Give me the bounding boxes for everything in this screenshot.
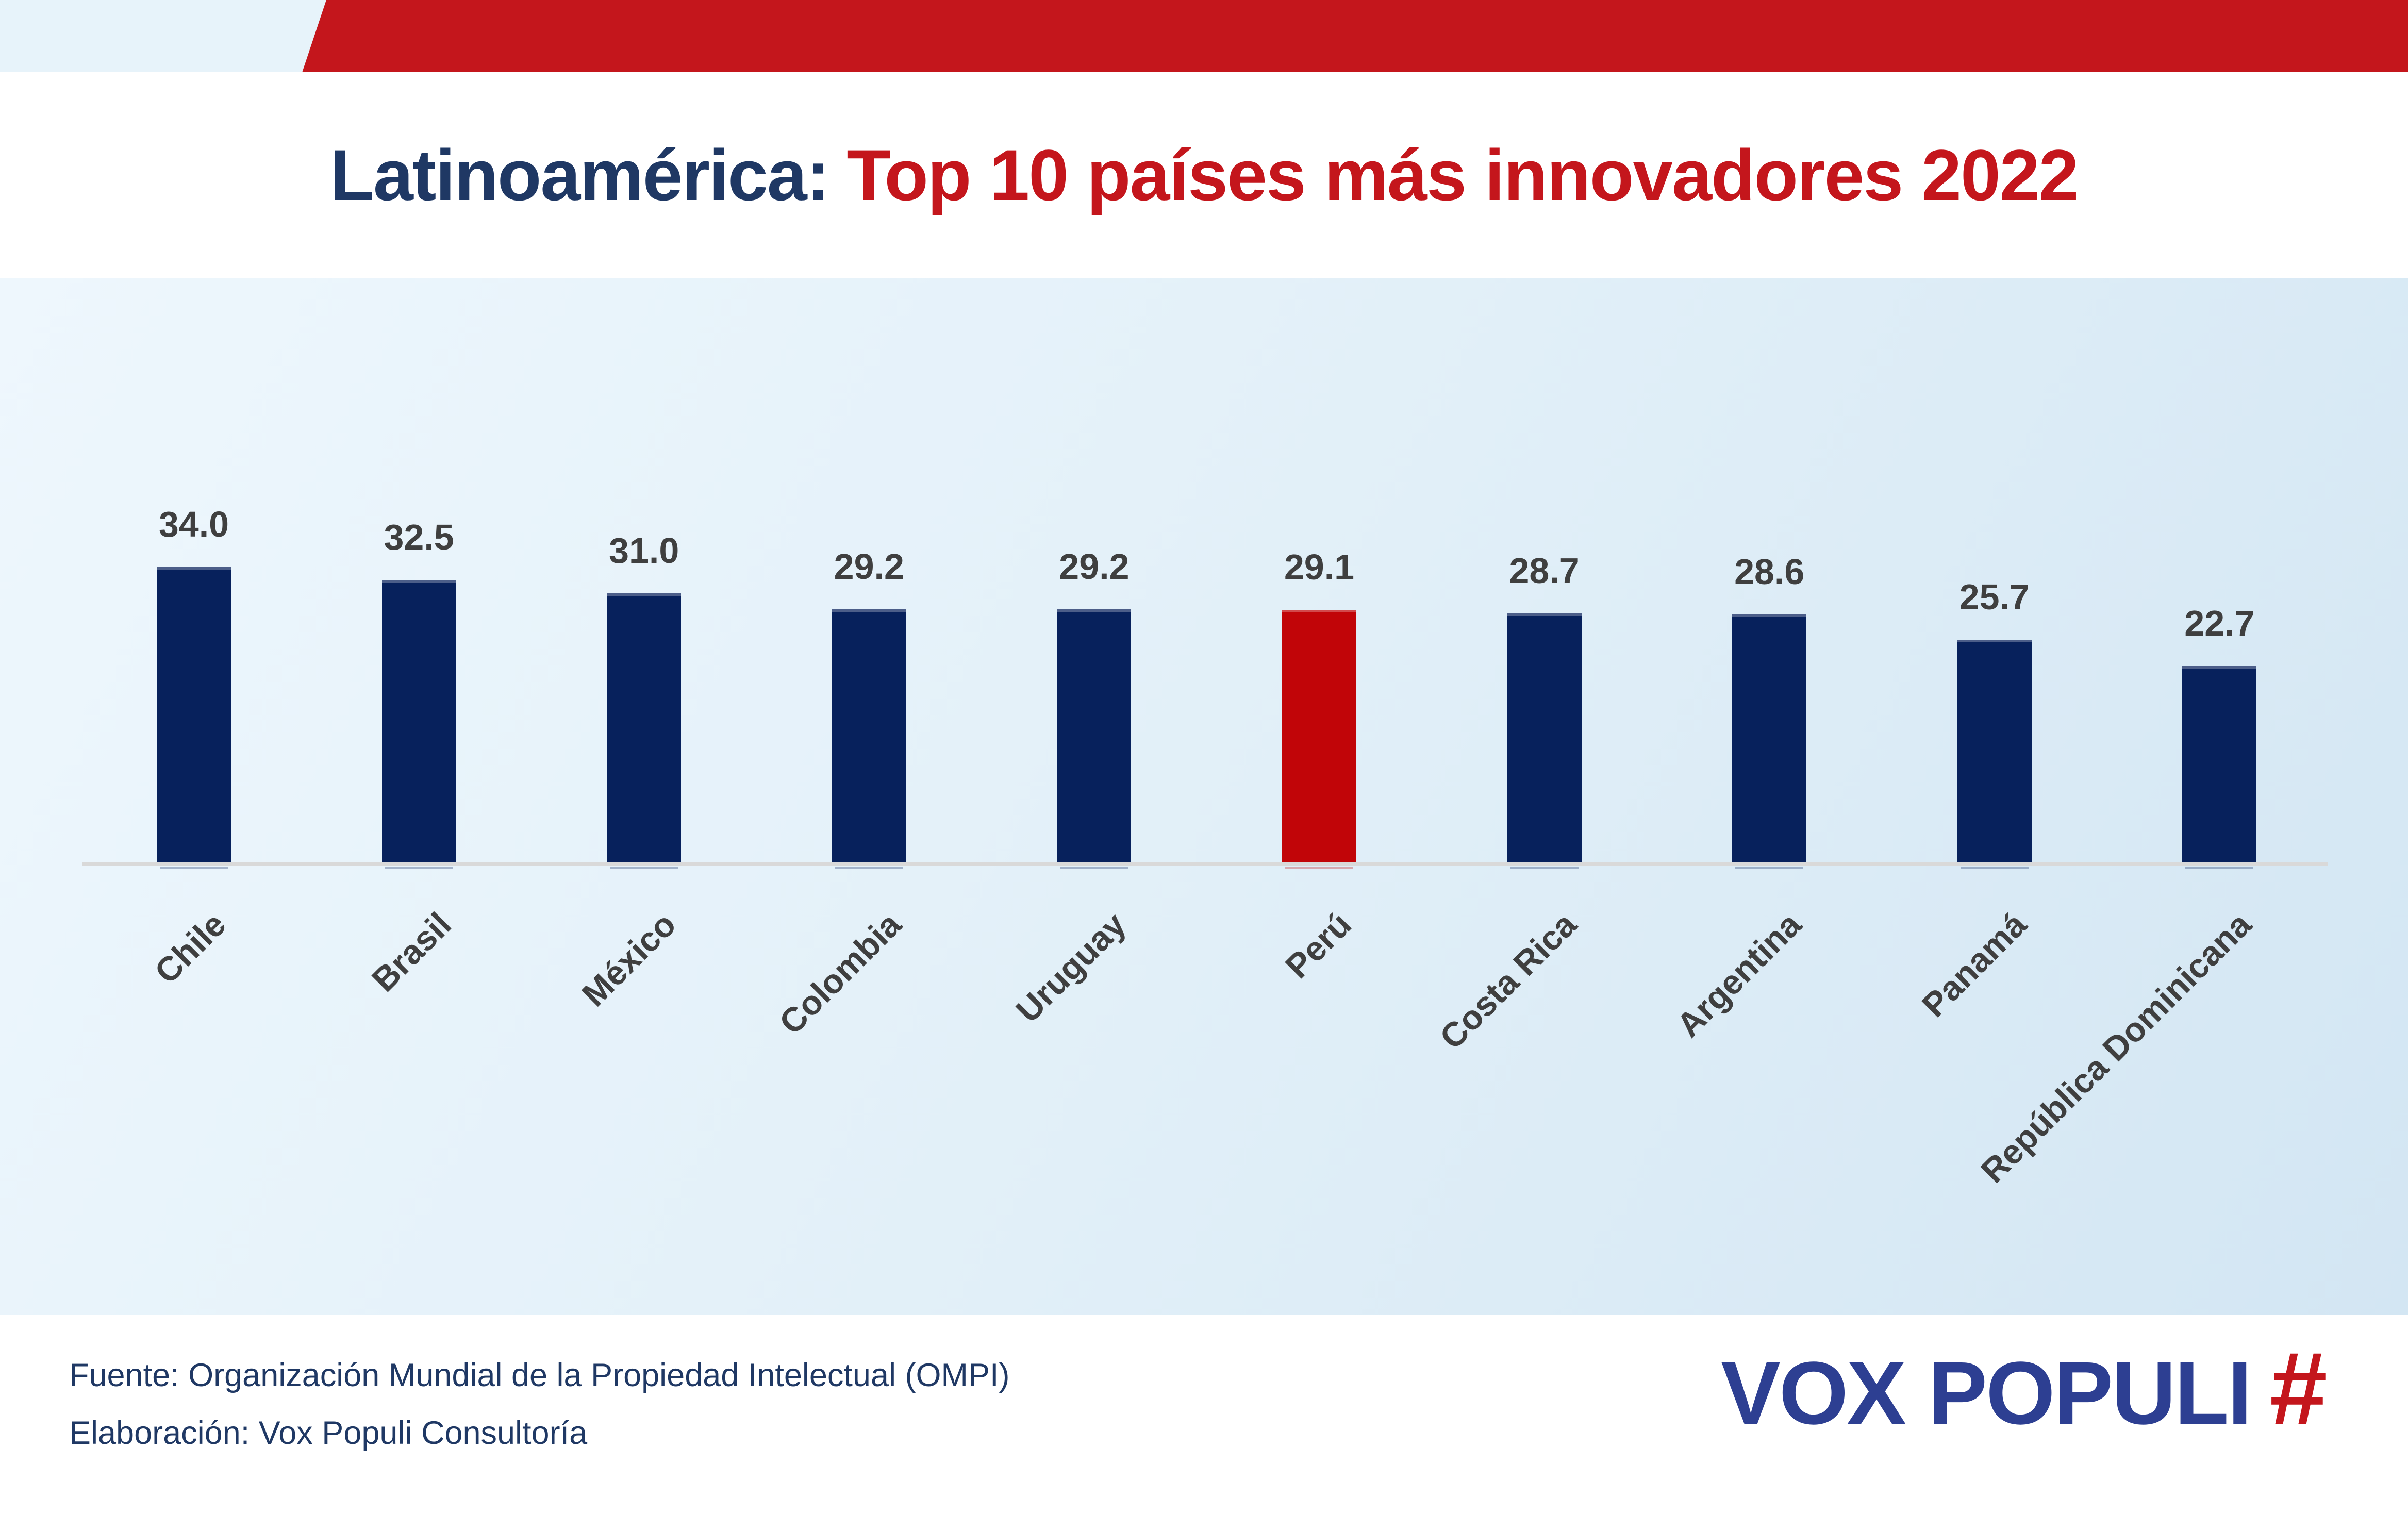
title-band: Latinoamérica: Top 10 países más innovado… bbox=[0, 72, 2408, 278]
bar-Colombia bbox=[832, 609, 906, 865]
bar-shadow-Perú bbox=[1285, 867, 1353, 869]
title-topic-label: Top 10 países más innovadores 2022 bbox=[846, 135, 2079, 215]
value-label-Costa Rica: 28.7 bbox=[1509, 551, 1580, 591]
bar-República Dominicana bbox=[2182, 666, 2257, 865]
vox-populi-logo: VOX POPULI # bbox=[1721, 1331, 2326, 1446]
value-label-Argentina: 28.6 bbox=[1734, 552, 1805, 592]
logo-hash-icon: # bbox=[2268, 1331, 2326, 1446]
category-label-Argentina: Argentina bbox=[1669, 905, 1809, 1044]
value-label-Panamá: 25.7 bbox=[1959, 577, 2030, 617]
value-label-Colombia: 29.2 bbox=[834, 546, 904, 587]
source-text: Fuente: Organización Mundial de la Propi… bbox=[69, 1357, 1010, 1393]
category-label-Brasil: Brasil bbox=[364, 905, 458, 999]
title-region-label: Latinoamérica: bbox=[330, 135, 830, 215]
bar-Panamá bbox=[1957, 640, 2032, 865]
header-red-ribbon bbox=[302, 0, 2408, 72]
bar-shadow-Costa Rica bbox=[1510, 867, 1579, 869]
bar-Brasil bbox=[381, 580, 456, 865]
bar-Costa Rica bbox=[1507, 613, 1582, 865]
bar-México bbox=[607, 593, 682, 865]
x-axis-line bbox=[82, 862, 2328, 866]
category-label-Costa Rica: Costa Rica bbox=[1432, 905, 1584, 1057]
bar-shadow-Chile bbox=[160, 867, 228, 869]
bar-shadow-Panamá bbox=[1960, 867, 2029, 869]
value-label-República Dominicana: 22.7 bbox=[2184, 603, 2255, 643]
page-title: Latinoamérica: Top 10 países más innovado… bbox=[330, 134, 2079, 217]
bar-shadow-Brasil bbox=[385, 867, 453, 869]
source-block: Fuente: Organización Mundial de la Propi… bbox=[69, 1346, 1009, 1462]
bar-shadow-Argentina bbox=[1735, 867, 1804, 869]
value-label-México: 31.0 bbox=[609, 530, 679, 571]
bar-shadow-Uruguay bbox=[1060, 867, 1128, 869]
bar-shadow-Colombia bbox=[835, 867, 903, 869]
footer: Fuente: Organización Mundial de la Propi… bbox=[0, 1315, 2408, 1514]
value-label-Perú: 29.1 bbox=[1284, 547, 1355, 587]
bar-shadow-México bbox=[610, 867, 678, 869]
category-label-Panamá: Panamá bbox=[1914, 905, 2034, 1024]
chart-area: 34.0 Chile 32.5 Brasil 31.0 México 29.2 Colombi… bbox=[0, 278, 2408, 1315]
logo-text: VOX POPULI bbox=[1721, 1343, 2252, 1443]
value-label-Chile: 34.0 bbox=[158, 504, 229, 544]
value-label-Brasil: 32.5 bbox=[384, 517, 454, 557]
bar-shadow-República Dominicana bbox=[2185, 867, 2254, 869]
value-label-Uruguay: 29.2 bbox=[1059, 546, 1130, 587]
bar-Chile bbox=[157, 567, 231, 865]
bar-Perú bbox=[1282, 610, 1356, 865]
bar-Uruguay bbox=[1057, 609, 1132, 865]
category-label-República Dominicana: República Dominicana bbox=[1973, 905, 2259, 1190]
category-label-México: México bbox=[574, 905, 684, 1014]
elaboration-text: Elaboración: Vox Populi Consultoría bbox=[69, 1415, 588, 1451]
bar-Argentina bbox=[1732, 614, 1807, 865]
category-label-Colombia: Colombia bbox=[771, 905, 908, 1042]
category-label-Perú: Perú bbox=[1277, 905, 1358, 986]
category-label-Uruguay: Uruguay bbox=[1008, 905, 1134, 1030]
